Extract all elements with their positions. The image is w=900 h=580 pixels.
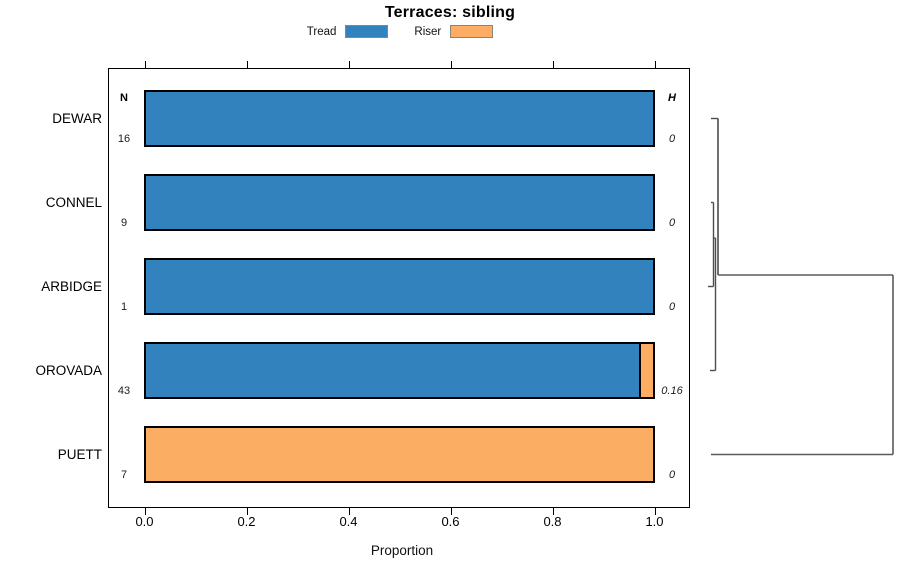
n-value: 16 [117, 133, 131, 145]
legend-label-riser: Riser [414, 25, 442, 38]
x-axis-tick-top [654, 61, 656, 68]
bar-segment-tread [146, 176, 653, 229]
x-axis-tick-top [144, 61, 146, 68]
x-axis-tick-top [450, 61, 452, 68]
x-axis-tick-top [348, 61, 350, 68]
h-value: 0.16 [661, 385, 683, 397]
bar-row-connel [144, 174, 655, 231]
category-label: ARBIDGE [41, 279, 102, 294]
category-label: PUETT [57, 447, 102, 462]
n-column-header: N [120, 92, 128, 104]
h-value: 0 [668, 301, 676, 313]
legend-swatch-riser [450, 25, 494, 38]
x-axis-tick-bottom [450, 508, 452, 515]
bar-segment-tread [146, 92, 653, 145]
x-axis-tick-bottom [348, 508, 350, 515]
n-value: 9 [120, 217, 128, 229]
bar-row-arbidge [144, 258, 655, 315]
bar-row-dewar [144, 90, 655, 147]
chart-title: Terraces: sibling [384, 4, 516, 21]
x-axis-tick-top [552, 61, 554, 68]
x-axis-tick-bottom [552, 508, 554, 515]
n-value: 43 [117, 385, 131, 397]
category-label: DEWAR [52, 111, 102, 126]
bar-segment-tread [146, 344, 640, 397]
x-axis-tick-label: 0.8 [543, 514, 562, 529]
x-axis-tick-bottom [246, 508, 248, 515]
x-axis-tick-bottom [144, 508, 146, 515]
x-axis-tick-bottom [654, 508, 656, 515]
x-axis-tick-label: 1.0 [645, 514, 664, 529]
bar-segment-riser [146, 428, 653, 481]
bar-segment-tread [146, 260, 653, 313]
bar-row-puett [144, 426, 655, 483]
h-value: 0 [668, 217, 676, 229]
x-axis-tick-label: 0.0 [135, 514, 154, 529]
h-value: 0 [668, 133, 676, 145]
h-column-header: H [668, 92, 676, 104]
legend-swatch-tread [345, 25, 389, 38]
legend-item-tread: Tread [307, 25, 389, 38]
legend-label-tread: Tread [306, 25, 337, 38]
x-axis-tick-label: 0.2 [237, 514, 256, 529]
x-axis-tick-label: 0.4 [339, 514, 358, 529]
n-value: 7 [120, 469, 128, 481]
x-axis-tick-label: 0.6 [441, 514, 460, 529]
x-axis-title: Proportion [370, 543, 434, 558]
bar-segment-riser [639, 344, 653, 397]
n-value: 1 [120, 301, 128, 313]
category-label: CONNEL [45, 195, 102, 210]
legend: Tread Riser [0, 25, 800, 38]
category-label: OROVADA [35, 363, 102, 378]
bar-row-orovada [144, 342, 655, 399]
x-axis-tick-top [246, 61, 248, 68]
h-value: 0 [668, 469, 676, 481]
legend-item-riser: Riser [414, 25, 494, 38]
